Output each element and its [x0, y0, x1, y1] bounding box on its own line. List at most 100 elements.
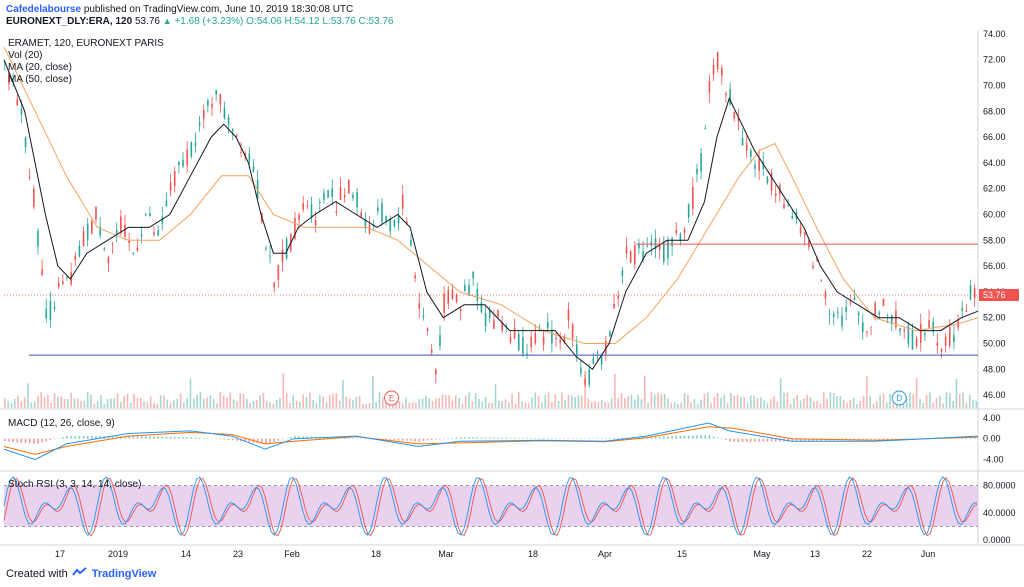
candle-body	[24, 137, 27, 148]
candle-body	[153, 232, 155, 235]
volume-bar	[448, 394, 450, 408]
candle-body	[327, 190, 329, 198]
macd-histogram-bar	[443, 438, 445, 440]
volume-bar	[504, 399, 507, 408]
volume-bar	[839, 395, 842, 408]
macd-histogram-bar	[750, 438, 752, 442]
candle-body	[924, 333, 926, 335]
volume-bar	[700, 399, 702, 408]
tradingview-brand[interactable]: TradingView	[91, 567, 157, 580]
volume-bar	[365, 403, 368, 408]
volume-bar	[929, 392, 931, 408]
candle-body	[207, 100, 209, 106]
macd-histogram-bar	[509, 437, 512, 439]
candle-body	[314, 220, 317, 226]
candle-body	[770, 172, 773, 191]
volume-bar	[338, 401, 341, 408]
chart-canvas[interactable]: 74.00 72.00 70.00 68.00 66.00 64.00 62.00 60.00…	[0, 30, 1024, 565]
macd-histogram-bar	[729, 438, 731, 442]
volume-bar	[756, 397, 759, 408]
macd-histogram-bar	[853, 438, 856, 441]
macd-histogram-bar	[368, 438, 371, 440]
macd-histogram-bar	[874, 438, 876, 440]
candle-body	[832, 313, 835, 318]
candle-body	[397, 216, 400, 224]
volume-bar	[962, 392, 964, 408]
macd-histogram-bar	[468, 437, 470, 439]
candle-body	[451, 289, 454, 300]
candle-body	[339, 187, 342, 200]
candle-body	[33, 188, 35, 208]
volume-bar	[372, 375, 374, 408]
macd-histogram-bar	[526, 437, 528, 439]
macd-histogram-bar	[604, 438, 607, 439]
volume-bar	[179, 393, 182, 408]
volume-bar	[428, 398, 431, 408]
candle-body	[874, 303, 876, 316]
time-tick-label: 15	[677, 549, 687, 559]
volume-bar	[580, 395, 583, 408]
author-link[interactable]: Cafedelabourse	[6, 4, 82, 15]
volume-bar	[809, 397, 812, 408]
volume-bar	[37, 395, 39, 408]
macd-histogram-bar	[542, 438, 545, 439]
candle-body	[265, 247, 267, 249]
macd-histogram-bar	[273, 438, 276, 442]
candle-body	[240, 152, 242, 154]
volume-bar	[269, 402, 271, 408]
candle-body	[348, 179, 350, 194]
macd-histogram-bar	[161, 436, 164, 439]
volume-bar	[259, 395, 261, 408]
candle-body	[360, 212, 363, 217]
macd-histogram-bar	[62, 437, 64, 439]
candle-body	[517, 333, 520, 351]
candle-body	[364, 219, 367, 228]
macd-histogram-bar	[472, 437, 474, 439]
macd-histogram-bar	[393, 438, 396, 441]
candle-body	[472, 271, 474, 279]
macd-histogram-bar	[866, 438, 868, 440]
volume-bar	[292, 395, 295, 408]
volume-bar	[783, 392, 785, 408]
volume-bar	[567, 394, 570, 408]
volume-bar	[265, 401, 268, 408]
volume-bar	[484, 396, 487, 408]
volume-bar	[408, 402, 411, 408]
candle-body	[729, 89, 731, 105]
volume-bar	[461, 403, 464, 408]
volume-bar	[743, 397, 746, 408]
close-value: C:53.76	[358, 16, 394, 27]
macd-tick-label: -4.00	[983, 455, 1004, 465]
candle-body	[107, 257, 110, 264]
macd-histogram-bar	[613, 437, 615, 439]
candle-body	[936, 342, 939, 346]
candle-body	[953, 335, 955, 342]
volume-bar	[401, 403, 404, 408]
volume-bar	[706, 392, 709, 408]
macd-histogram-bar	[348, 437, 350, 439]
candle-body	[236, 134, 238, 136]
candle-body	[103, 248, 106, 250]
volume-bar	[189, 378, 192, 408]
time-tick-label: 14	[181, 549, 191, 559]
volume-bar	[10, 403, 13, 408]
candle-body	[965, 310, 968, 313]
volume-bar	[352, 400, 354, 408]
candle-body	[559, 339, 561, 343]
candle-body	[733, 112, 736, 119]
volume-bar	[690, 402, 692, 408]
candle-body	[352, 194, 354, 199]
volume-bar	[20, 401, 23, 408]
candle-body	[820, 279, 823, 281]
volume-bar	[76, 398, 79, 408]
volume-bar	[836, 395, 838, 408]
macd-histogram-bar	[16, 438, 19, 443]
volume-bar	[498, 401, 500, 408]
volume-bar	[852, 397, 855, 408]
macd-histogram-bar	[953, 438, 955, 439]
candle-body	[343, 194, 346, 198]
candle-body	[791, 215, 794, 219]
candle-body	[285, 238, 288, 259]
volume-bar	[763, 400, 765, 408]
candle-body	[422, 315, 425, 318]
